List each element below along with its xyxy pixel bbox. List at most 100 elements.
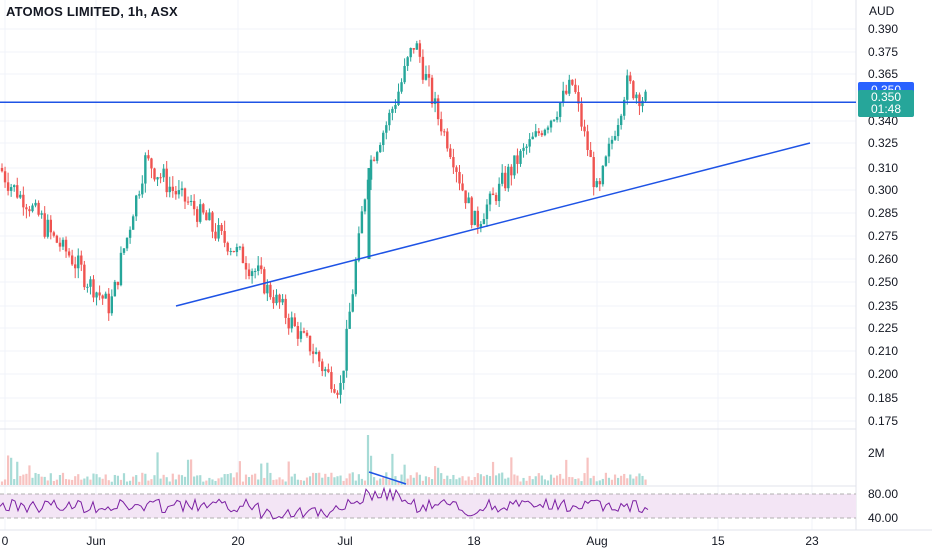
volume-bar bbox=[525, 480, 528, 485]
volume-bar bbox=[470, 480, 473, 485]
candle-body bbox=[372, 159, 376, 161]
symbol-title[interactable]: ATOMOS LIMITED, 1h, ASX bbox=[6, 4, 178, 19]
candle-body bbox=[205, 212, 208, 221]
candle-body bbox=[22, 194, 25, 208]
volume-bar bbox=[543, 479, 546, 485]
y-tick-label: 0.375 bbox=[868, 45, 898, 59]
candle-body bbox=[220, 225, 223, 231]
candle-body bbox=[446, 131, 449, 149]
volume-bar bbox=[540, 475, 543, 485]
volume-bar bbox=[37, 473, 40, 485]
candle-body bbox=[555, 116, 559, 120]
volume-bar bbox=[214, 480, 217, 485]
volume-bar bbox=[260, 463, 263, 485]
candle-body bbox=[433, 98, 437, 104]
candle-body bbox=[604, 156, 608, 166]
volume-bar bbox=[638, 473, 641, 485]
volume-bar bbox=[382, 477, 385, 485]
candle-body bbox=[241, 246, 245, 264]
volume-bar bbox=[324, 473, 327, 485]
volume-bar bbox=[116, 475, 119, 485]
candle-body bbox=[497, 183, 501, 202]
volume-bar bbox=[376, 480, 379, 485]
candle-body bbox=[116, 281, 120, 286]
candle-body bbox=[382, 132, 385, 146]
volume-bar bbox=[43, 476, 46, 485]
candle-body bbox=[171, 186, 174, 192]
candle-body bbox=[574, 84, 577, 93]
candle-body bbox=[458, 171, 461, 184]
candle-body bbox=[583, 126, 586, 132]
candle-body bbox=[302, 331, 306, 333]
volume-bar bbox=[491, 461, 495, 485]
volume-bar bbox=[458, 477, 461, 485]
last-price-tag: 0.350 01:48 bbox=[858, 90, 914, 117]
candle-body bbox=[275, 294, 278, 304]
x-tick-label: 23 bbox=[805, 534, 819, 548]
candle-body bbox=[513, 155, 516, 176]
x-tick-label: 15 bbox=[711, 534, 725, 548]
volume-bar bbox=[61, 472, 65, 485]
y-tick-label: 0.310 bbox=[868, 161, 898, 175]
candle-body bbox=[199, 204, 202, 222]
candle-body bbox=[613, 136, 617, 140]
candle-body bbox=[519, 150, 522, 164]
volume-bar bbox=[321, 477, 324, 485]
volume-bar bbox=[40, 476, 43, 485]
candle-body bbox=[37, 202, 40, 215]
candle-body bbox=[379, 145, 382, 153]
candle-body bbox=[412, 48, 415, 50]
candlestick-series bbox=[0, 39, 647, 404]
volume-bar bbox=[220, 477, 223, 485]
volume-bar bbox=[488, 476, 492, 485]
candle-body bbox=[107, 293, 110, 314]
candle-body bbox=[138, 194, 141, 196]
volume-bar bbox=[177, 474, 180, 485]
volume-bar bbox=[577, 478, 580, 485]
candle-body bbox=[61, 239, 65, 247]
candle-body bbox=[549, 120, 553, 128]
volume-bar bbox=[507, 477, 510, 485]
candle-body bbox=[470, 197, 473, 226]
candle-body bbox=[516, 155, 519, 164]
volume-bar bbox=[516, 475, 519, 485]
candle-body bbox=[369, 159, 373, 180]
candle-body bbox=[635, 94, 638, 99]
candle-body bbox=[284, 298, 287, 318]
candle-body bbox=[394, 104, 397, 109]
volume-bar bbox=[528, 475, 531, 485]
volume-bar bbox=[455, 479, 458, 485]
candle-body bbox=[632, 81, 635, 99]
volume-bar bbox=[345, 478, 348, 485]
volume-bar bbox=[510, 457, 513, 485]
volume-bar bbox=[312, 472, 315, 485]
candle-body bbox=[214, 231, 217, 239]
candle-body bbox=[43, 213, 46, 237]
candle-body bbox=[165, 168, 168, 193]
volume-bar bbox=[180, 475, 184, 485]
volume-bar bbox=[559, 473, 562, 485]
candle-body bbox=[67, 251, 71, 256]
volume-bar bbox=[391, 453, 394, 485]
candle-body bbox=[223, 230, 226, 243]
rsi-tick-label: 80.00 bbox=[868, 487, 898, 501]
volume-bar bbox=[183, 476, 187, 485]
candle-body bbox=[501, 172, 504, 184]
volume-bar bbox=[86, 476, 89, 485]
candle-body bbox=[479, 224, 483, 227]
candle-body bbox=[55, 235, 59, 243]
volume-bar bbox=[22, 474, 25, 485]
candle-body bbox=[504, 172, 507, 189]
volume-bar bbox=[293, 473, 296, 485]
candle-body bbox=[98, 292, 101, 296]
volume-bar bbox=[363, 480, 367, 485]
volume-bar bbox=[89, 479, 92, 485]
volume-bar bbox=[226, 474, 229, 485]
volume-bar bbox=[34, 472, 37, 485]
volume-bar bbox=[568, 476, 571, 485]
volume-bar bbox=[28, 465, 31, 485]
volume-bars bbox=[0, 435, 647, 485]
candle-body bbox=[238, 246, 242, 248]
